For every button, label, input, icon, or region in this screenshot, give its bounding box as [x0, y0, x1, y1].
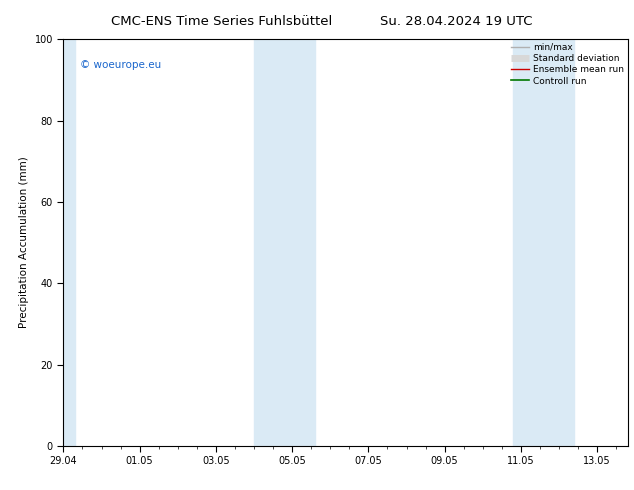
Text: CMC-ENS Time Series Fuhlsbüttel: CMC-ENS Time Series Fuhlsbüttel: [112, 15, 332, 28]
Bar: [254, 39, 315, 446]
Bar: [514, 39, 574, 446]
Legend: min/max, Standard deviation, Ensemble mean run, Controll run: min/max, Standard deviation, Ensemble me…: [510, 41, 626, 87]
Text: Su. 28.04.2024 19 UTC: Su. 28.04.2024 19 UTC: [380, 15, 533, 28]
Text: © woeurope.eu: © woeurope.eu: [81, 60, 162, 70]
Bar: [60, 39, 75, 446]
Y-axis label: Precipitation Accumulation (mm): Precipitation Accumulation (mm): [19, 157, 29, 328]
